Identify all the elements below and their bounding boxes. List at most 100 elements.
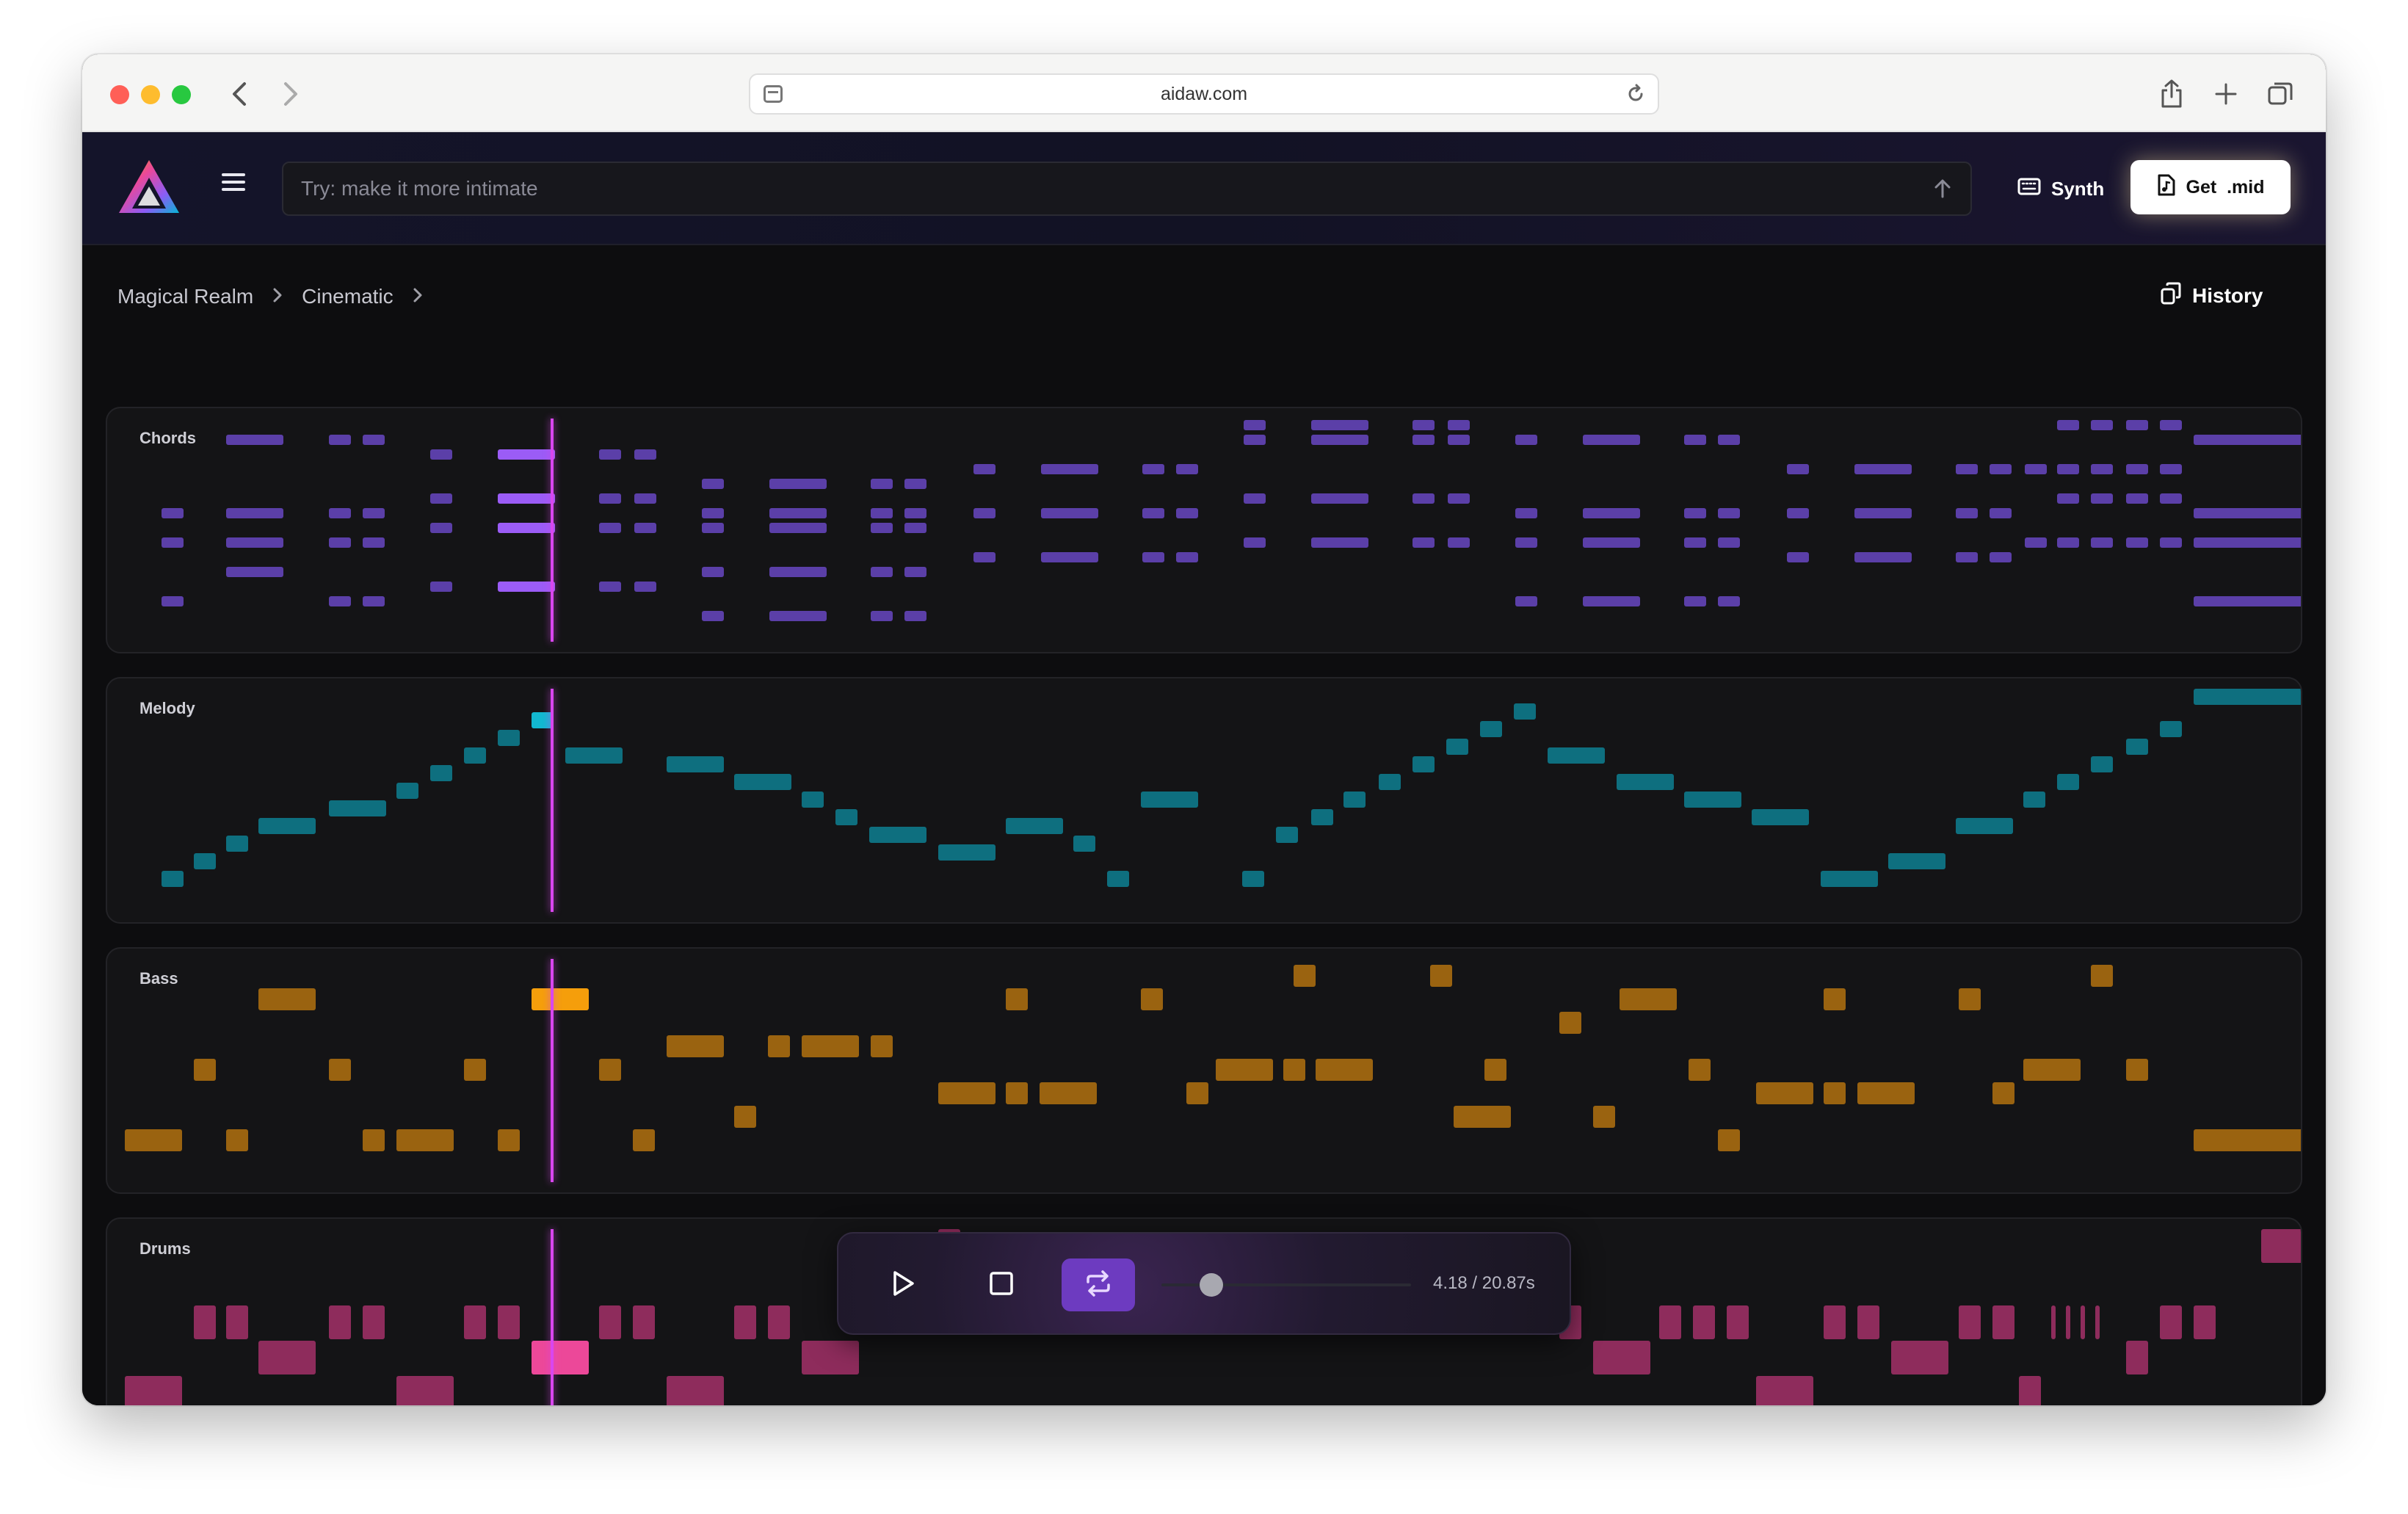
note[interactable] [1956, 464, 1978, 474]
loop-button[interactable] [1062, 1258, 1135, 1311]
note[interactable] [1294, 965, 1316, 987]
breadcrumb-item[interactable]: Cinematic [302, 285, 394, 308]
note[interactable] [2126, 420, 2148, 430]
note[interactable] [734, 774, 791, 790]
note[interactable] [1787, 464, 1809, 474]
note[interactable] [532, 1341, 589, 1374]
note[interactable] [2091, 965, 2113, 987]
note[interactable] [2057, 420, 2079, 430]
note[interactable] [2194, 596, 2302, 606]
note[interactable] [1142, 508, 1164, 518]
share-icon[interactable] [2154, 76, 2189, 112]
note[interactable] [1216, 1059, 1273, 1081]
note[interactable] [1316, 1059, 1373, 1081]
note[interactable] [1244, 537, 1266, 548]
note[interactable] [1242, 871, 1264, 887]
note[interactable] [162, 537, 184, 548]
note[interactable] [2126, 493, 2148, 504]
note[interactable] [871, 1035, 893, 1057]
note[interactable] [769, 523, 827, 533]
note[interactable] [498, 730, 520, 746]
note[interactable] [2194, 508, 2302, 518]
note[interactable] [702, 523, 724, 533]
note[interactable] [2261, 1229, 2302, 1263]
note[interactable] [226, 836, 248, 852]
note[interactable] [1244, 435, 1266, 445]
note[interactable] [1515, 508, 1537, 518]
note[interactable] [498, 1129, 520, 1151]
note[interactable] [2057, 464, 2079, 474]
note[interactable] [1990, 464, 2012, 474]
note[interactable] [1583, 596, 1640, 606]
note[interactable] [904, 611, 926, 621]
note[interactable] [2126, 537, 2148, 548]
note[interactable] [498, 449, 555, 460]
note[interactable] [1515, 435, 1537, 445]
note[interactable] [1073, 836, 1095, 852]
note[interactable] [430, 449, 452, 460]
note[interactable] [1583, 435, 1640, 445]
note[interactable] [430, 493, 452, 504]
note[interactable] [1142, 552, 1164, 562]
note[interactable] [1824, 1082, 1846, 1104]
note[interactable] [125, 1129, 182, 1151]
minimize-window-button[interactable] [141, 85, 160, 104]
note[interactable] [1412, 435, 1435, 445]
note[interactable] [871, 508, 893, 518]
note[interactable] [1992, 1305, 2014, 1339]
note[interactable] [1311, 537, 1368, 548]
note[interactable] [2160, 721, 2182, 737]
chevron-right-icon[interactable] [275, 78, 307, 110]
note[interactable] [1107, 871, 1129, 887]
note[interactable] [1311, 493, 1368, 504]
note[interactable] [2194, 435, 2302, 445]
close-window-button[interactable] [110, 85, 129, 104]
note[interactable] [1854, 508, 1912, 518]
note[interactable] [1689, 1059, 1711, 1081]
note[interactable] [2091, 420, 2113, 430]
note[interactable] [1787, 508, 1809, 518]
reload-icon[interactable] [1625, 84, 1646, 104]
note[interactable] [464, 1305, 486, 1339]
note[interactable] [1311, 435, 1368, 445]
note[interactable] [226, 1129, 248, 1151]
note[interactable] [2025, 537, 2047, 548]
note[interactable] [1515, 537, 1537, 548]
note[interactable] [2025, 464, 2047, 474]
note[interactable] [1343, 792, 1366, 808]
note[interactable] [599, 1059, 621, 1081]
note[interactable] [329, 800, 386, 816]
note[interactable] [768, 1305, 790, 1339]
note[interactable] [1959, 1305, 1981, 1339]
note[interactable] [871, 567, 893, 577]
note[interactable] [1684, 508, 1706, 518]
note[interactable] [363, 1129, 385, 1151]
note[interactable] [633, 1129, 655, 1151]
note[interactable] [769, 611, 827, 621]
note[interactable] [1727, 1305, 1749, 1339]
note[interactable] [498, 582, 555, 592]
note[interactable] [498, 1305, 520, 1339]
note[interactable] [1718, 435, 1740, 445]
synth-button[interactable]: Synth [2006, 166, 2116, 211]
note[interactable] [904, 523, 926, 533]
note[interactable] [2091, 464, 2113, 474]
note[interactable] [363, 537, 385, 548]
note[interactable] [938, 1082, 996, 1104]
note[interactable] [329, 537, 351, 548]
note[interactable] [2160, 493, 2182, 504]
note[interactable] [363, 596, 385, 606]
note[interactable] [532, 988, 589, 1010]
note[interactable] [329, 508, 351, 518]
note[interactable] [1854, 464, 1912, 474]
note[interactable] [1448, 420, 1470, 430]
note[interactable] [599, 747, 621, 764]
note[interactable] [1484, 1059, 1506, 1081]
note[interactable] [769, 567, 827, 577]
note[interactable] [1583, 537, 1640, 548]
note[interactable] [667, 1035, 724, 1057]
note[interactable] [2019, 1376, 2041, 1405]
note[interactable] [329, 596, 351, 606]
note[interactable] [329, 435, 351, 445]
note[interactable] [2023, 792, 2045, 808]
